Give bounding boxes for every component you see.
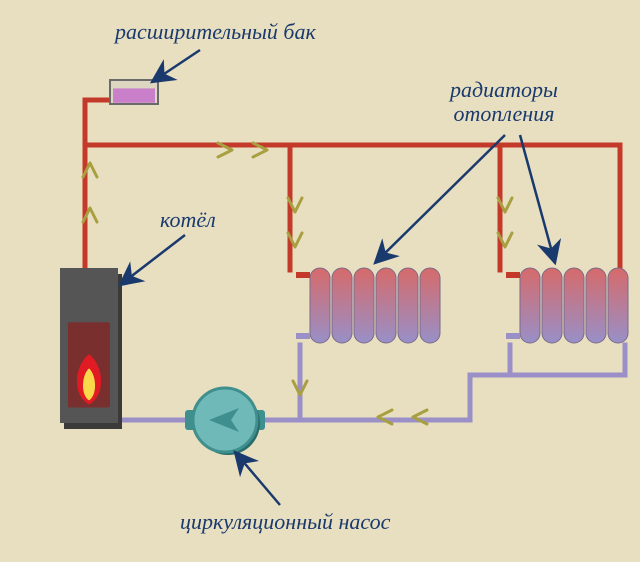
label-radiators: радиаторы отопления (450, 78, 558, 126)
label-pump: циркуляционный насос (180, 510, 390, 534)
radiator-2 (506, 268, 628, 343)
radiator-1 (296, 268, 440, 343)
callout-arrow-icon (152, 50, 200, 82)
callout-arrow-icon (235, 452, 280, 505)
circulation-pump (185, 388, 265, 455)
label-expansion-tank: расширительный бак (115, 20, 316, 44)
label-boiler: котёл (160, 208, 216, 232)
callout-arrow-icon (375, 135, 505, 263)
callout-arrow-icon (520, 135, 555, 263)
boiler (60, 268, 122, 429)
label-radiators-line1: радиаторы (450, 77, 558, 102)
expansion-tank (110, 80, 158, 104)
callout-arrow-icon (120, 235, 185, 285)
label-radiators-line2: отопления (453, 101, 554, 126)
